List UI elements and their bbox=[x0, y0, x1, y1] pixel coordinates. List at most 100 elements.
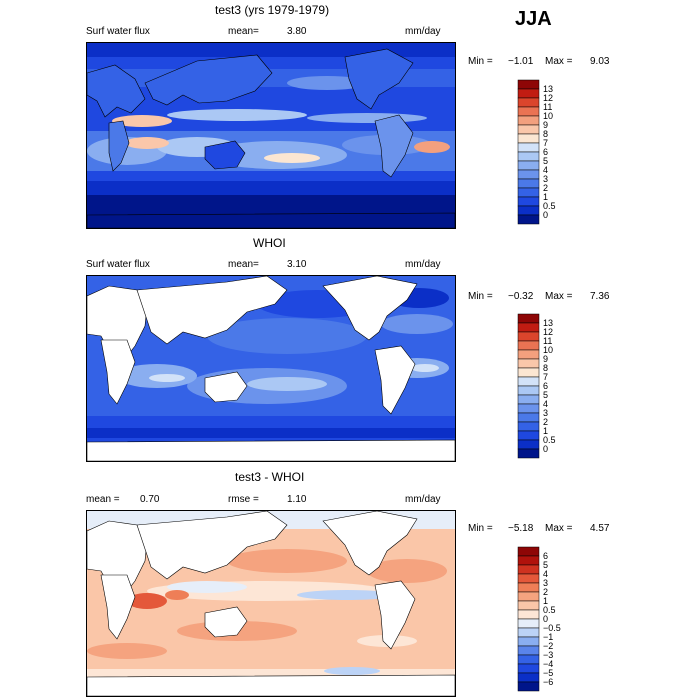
colorbar-swatch bbox=[517, 636, 540, 647]
colorbar-tick-label: −2 bbox=[543, 641, 553, 651]
colorbar-swatch bbox=[517, 322, 540, 333]
panel-3-min-value: −5.18 bbox=[508, 523, 534, 534]
panel-1-min-value: −1.01 bbox=[508, 56, 534, 67]
panel-2-variable-label: Surf water flux bbox=[86, 259, 150, 270]
panel-1-variable-label: Surf water flux bbox=[86, 26, 150, 37]
colorbar-tick-label: 11 bbox=[543, 102, 552, 112]
colorbar-tick-label: −5 bbox=[543, 668, 553, 678]
colorbar-tick-label: 5 bbox=[543, 156, 548, 166]
colorbar-swatch bbox=[517, 672, 540, 683]
panel-1-map bbox=[86, 42, 456, 229]
colorbar-swatch bbox=[517, 79, 540, 90]
panel-3-max-label: Max = bbox=[545, 523, 573, 534]
colorbar-swatch bbox=[517, 124, 540, 135]
colorbar-tick-label: 12 bbox=[543, 93, 553, 103]
panel-2-colorbar: 0 0.5 1 2 3 4 5 6 7 8 9 10 11 12 13 bbox=[517, 313, 578, 464]
colorbar-swatch bbox=[517, 196, 540, 207]
colorbar-tick-label: 1 bbox=[543, 192, 548, 202]
colorbar-tick-label: 13 bbox=[543, 318, 553, 328]
colorbar-swatch bbox=[517, 591, 540, 602]
panel-2-max-label: Max = bbox=[545, 291, 573, 302]
colorbar-tick-label: −0.5 bbox=[543, 623, 561, 633]
colorbar-swatch bbox=[517, 573, 540, 584]
panel-3-title: test3 - WHOI bbox=[235, 470, 305, 484]
colorbar-swatch bbox=[517, 663, 540, 674]
colorbar-swatch bbox=[517, 106, 540, 117]
colorbar-swatch bbox=[517, 331, 540, 342]
colorbar-swatch bbox=[517, 439, 540, 450]
colorbar-swatch bbox=[517, 421, 540, 432]
colorbar-swatch bbox=[517, 394, 540, 405]
colorbar-swatch bbox=[517, 97, 540, 108]
panel-1-max-label: Max = bbox=[545, 56, 573, 67]
panel-2-units: mm/day bbox=[405, 259, 441, 270]
colorbar-tick-label: 4 bbox=[543, 569, 548, 579]
panel-2-min-label: Min = bbox=[468, 291, 493, 302]
panel-1-title: test3 (yrs 1979-1979) bbox=[215, 3, 330, 17]
colorbar-swatch bbox=[517, 88, 540, 99]
colorbar-swatch bbox=[517, 214, 540, 225]
panel-3-rmse-label: rmse = bbox=[228, 494, 259, 505]
colorbar-swatch bbox=[517, 582, 540, 593]
colorbar-swatch bbox=[517, 142, 540, 153]
colorbar-tick-label: 10 bbox=[543, 111, 553, 121]
colorbar-tick-label: 5 bbox=[543, 390, 548, 400]
colorbar-swatch bbox=[517, 600, 540, 611]
colorbar-tick-label: 0 bbox=[543, 614, 548, 624]
colorbar-tick-label: 6 bbox=[543, 147, 548, 157]
colorbar-tick-label: 7 bbox=[543, 372, 548, 382]
colorbar-tick-label: 10 bbox=[543, 345, 553, 355]
colorbar-tick-label: 0.5 bbox=[543, 201, 556, 211]
colorbar-swatch bbox=[517, 618, 540, 629]
panel-1-colorbar: 0 0.5 1 2 3 4 5 6 7 8 9 10 11 12 13 bbox=[517, 79, 578, 230]
panel-2-title: WHOI bbox=[253, 236, 286, 250]
colorbar-swatch bbox=[517, 115, 540, 126]
colorbar-tick-label: −3 bbox=[543, 650, 553, 660]
colorbar-tick-label: −1 bbox=[543, 632, 553, 642]
colorbar-tick-label: 7 bbox=[543, 138, 548, 148]
panel-3-rmse-value: 1.10 bbox=[287, 494, 307, 505]
colorbar-swatch bbox=[517, 376, 540, 387]
panel-2-max-value: 7.36 bbox=[590, 291, 610, 302]
colorbar-tick-label: 2 bbox=[543, 417, 548, 427]
panel-1-mean-label: mean= bbox=[228, 26, 259, 37]
colorbar-tick-label: 6 bbox=[543, 381, 548, 391]
panel-3-colorbar: −6 −5 −4 −3 −2 −1 −0.5 0 0.5 1 2 3 4 5 6 bbox=[517, 546, 578, 697]
colorbar-tick-label: 6 bbox=[543, 551, 548, 561]
colorbar-tick-label: 3 bbox=[543, 174, 548, 184]
colorbar-tick-label: 12 bbox=[543, 327, 553, 337]
panel-2-mean-value: 3.10 bbox=[287, 259, 307, 270]
colorbar-swatch bbox=[517, 564, 540, 575]
colorbar-swatch bbox=[517, 448, 540, 459]
colorbar-tick-label: 13 bbox=[543, 84, 553, 94]
colorbar-swatch bbox=[517, 645, 540, 656]
colorbar-tick-label: 5 bbox=[543, 560, 548, 570]
colorbar-tick-label: 0.5 bbox=[543, 605, 556, 615]
colorbar-swatch bbox=[517, 681, 540, 692]
colorbar-swatch bbox=[517, 412, 540, 423]
colorbar-swatch bbox=[517, 654, 540, 665]
season-label: JJA bbox=[515, 8, 552, 30]
colorbar-tick-label: 3 bbox=[543, 578, 548, 588]
panel-2-min-value: −0.32 bbox=[508, 291, 534, 302]
colorbar-swatch bbox=[517, 349, 540, 360]
colorbar-swatch bbox=[517, 340, 540, 351]
colorbar-tick-label: 0 bbox=[543, 210, 548, 220]
colorbar-tick-label: 9 bbox=[543, 354, 548, 364]
panel-3-map bbox=[86, 510, 456, 697]
colorbar-swatch bbox=[517, 187, 540, 198]
panel-2-map bbox=[86, 275, 456, 462]
colorbar-tick-label: 4 bbox=[543, 165, 548, 175]
colorbar-swatch bbox=[517, 178, 540, 189]
panel-1-max-value: 9.03 bbox=[590, 56, 610, 67]
colorbar-tick-label: 8 bbox=[543, 363, 548, 373]
colorbar-tick-label: 9 bbox=[543, 120, 548, 130]
panel-3-units: mm/day bbox=[405, 494, 441, 505]
colorbar-tick-label: 8 bbox=[543, 129, 548, 139]
colorbar-tick-label: 3 bbox=[543, 408, 548, 418]
colorbar-tick-label: 0 bbox=[543, 444, 548, 454]
colorbar-tick-label: 1 bbox=[543, 426, 548, 436]
colorbar-tick-label: 1 bbox=[543, 596, 548, 606]
colorbar-swatch bbox=[517, 403, 540, 414]
